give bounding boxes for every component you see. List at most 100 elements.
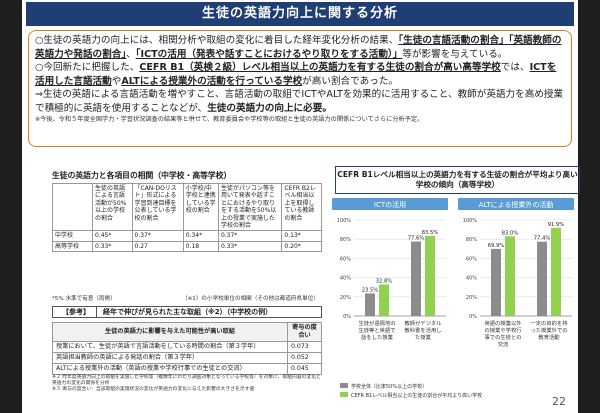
category-label: 交流 [498,340,509,348]
highlight: 「生徒の言語活動の割合」 [398,35,509,46]
highlight: ALTによる授業外の活動を行っている学校 [121,75,303,87]
y-tick-label: 40% [340,276,351,282]
table-cell: 0.45* [92,230,133,242]
table-header-row: 生徒の英語による言語活動が50%以上の学校の割合 「CAN-DOリスト」形式によ… [52,182,322,232]
table-cell: 0.34* [182,230,219,242]
table-header-row: 生徒の英語力に影響を与えた可能性が高い取組 寄与の度合い [52,322,322,342]
category-label: った授業外での [530,326,567,334]
table-cell: 0.20* [281,240,322,253]
chart-title: ICTの活用 [374,200,406,209]
table-cell: 0.33* [92,240,133,253]
chart-legend: 学校全体（比率50%以上の学校） CEFR B1レベル相当以上の生徒の割合が平均… [340,383,482,399]
table-header [52,182,93,232]
bar [537,241,547,316]
text: 等が影響を与えている。 [402,48,508,60]
text: や [111,75,122,87]
chart-title: ALTによる授業外の活動 [479,200,554,209]
table-header: 生徒の英語力に影響を与えた可能性が高い取組 [52,322,288,342]
category-label: 一定の目的を持 [530,319,568,327]
summary-box: ○生徒の英語力の向上には、相関分析や取組の変化に着目した経年変化分析の結果、「生… [28,30,572,147]
highlight: 「英語教師の英語力や発話の割合」 [35,35,562,60]
table-cell: 0.045 [287,363,322,375]
summary-para-2: ○今回新たに把握した、CEFR B1（英検２級）レベル相当以上の英語力を有する生… [35,61,565,88]
table-cell: 0.27 [131,240,184,253]
y-tick-label: 60% [340,256,351,262]
table-header: 生徒の英語による言語活動が50%以上の学校の割合 [92,182,133,232]
chart-alt: ALTによる授業外の活動 0% 20% 40% 60% 80% 100% 69.9% 83.0%… [458,198,574,348]
legend-swatch-grey [340,383,348,388]
summary-para-1: ○生徒の英語力の向上には、相関分析や取組の変化に着目した経年変化分析の結果、「生… [35,35,562,60]
data-label: 69.9% [488,243,505,249]
data-label: 83.5% [422,230,439,236]
text: ○今回新たに把握した、 [35,62,140,74]
bar [379,284,389,316]
row-label: 高等学校 [52,240,93,253]
category-label: 教育活動 [538,333,559,341]
y-tick-label: 0% [469,314,477,320]
table-header: 小学校/中学校と連携している学校の割合 [182,182,219,232]
legend-label: CEFR B1レベル相当以上の生徒の割合が平均より高い学校 [351,392,482,399]
table-cell: 授業において、生徒が英語で言語活動をしている時間の割合（第３学年） [52,341,288,353]
chart-title-band [332,198,448,210]
table-cell: ALTによる授業外の活動（英語の授業や学校行事での生徒との交流） [52,363,288,375]
highlight: 生徒の英語力の向上に必要。 [207,102,332,114]
category-label: 生徒が遠隔地の [358,319,395,327]
chart-title-band [458,198,574,210]
row-label: 中学校 [52,230,93,242]
table-cell: 0.13* [281,230,322,242]
table-cell: 0.37* [131,230,184,242]
data-label: 23.5% [362,287,379,293]
significance-note: *5% 水準で有意（両側） [52,296,116,302]
legend-swatch-green [340,392,348,397]
table-header: 生徒がパソコン等を用いて発表や話すことにおけるやり取りをする活動を50%以上の授… [217,182,283,232]
bar [411,241,421,316]
text: ⇒生徒の英語による言語活動を増やすこと、言語活動の取組でICTやALTを効果的に… [35,89,564,114]
y-tick-label: 60% [466,256,477,262]
table-cell: 0.052 [287,352,322,364]
reference-title: 経年で伸びが見られた主な取組（※2）（中学校の例） [103,308,273,316]
legend-label: 学校全体（比率50%以上の学校） [351,383,427,390]
right-panel-header: CEFR B1レベル相当以上の英語力を有する生徒の割合が平均より高い学校の傾向（… [335,166,580,194]
bar [425,235,435,316]
reference-tag: 【参考】 [56,307,97,317]
table-row: 中学校 0.45* 0.37* 0.34* 0.37* 0.13* [52,230,322,242]
chart-ict: ICTの活用 0% 20% 40% 60% 80% 100% 23.5% 32.8% 生徒が遠隔地… [332,198,448,341]
text: が高い割合であった。 [302,75,399,87]
category-label: 英語の授業以外 [484,319,522,327]
highlight: 「ICTの活用（発表や話すことにおけるやり取りをする活動）」 [135,48,403,60]
table-header: 「CAN-DOリスト」形式による学習到達目標を公表している学校の割合 [131,182,184,232]
table-row: 授業において、生徒が英語で言語活動をしている時間の割合（第３学年） 0.073 [52,341,322,353]
table-header: CEFR B2レベル相当以上を取得している教師の割合 [281,182,322,232]
footnotes: ※２ 昨年度英語力向上の取組を実施した学校等（複数年にわたり調査対象となっている… [52,375,322,392]
y-tick-label: 80% [340,237,351,243]
y-tick-label: 40% [466,276,477,282]
category-label: 生徒等と英語で [358,326,395,334]
y-tick-label: 0% [343,314,351,320]
y-tick-label: 100% [337,218,352,224]
table-row: 英語担当教師の英語による発話の割合（第３学年） 0.052 [52,352,322,364]
data-label: 83.0% [502,230,519,236]
bar [505,236,515,316]
reference-box: 【参考】 経年で伸びが見られた主な取組（※2）（中学校の例） [52,306,322,318]
bar [491,248,501,316]
category-label: の授業や学校行 [484,326,522,334]
correlation-unit-note: （※1）の小学校単位の相関（その他は都道府県単位） [182,296,319,302]
table-cell: 0.33* [217,240,283,253]
y-tick-label: 100% [463,218,478,224]
footnote: ※２ 昨年度英語力向上の取組を実施した学校等（複数年にわたり調査対象となっている… [52,375,321,386]
text: ○生徒の英語力の向上には、相関分析や取組の変化に着目した経年変化分析の結果、 [35,35,399,46]
table-cell: 0.37* [217,230,283,242]
category-label: 話をした授業 [361,333,393,341]
y-tick-label: 80% [466,237,477,243]
slide-title: 生徒の英語力向上に関する分析 [26,2,574,26]
table-header: 寄与の度合い [287,322,322,342]
factor-table: 生徒の英語力に影響を与えた可能性が高い取組 寄与の度合い 授業において、生徒が英… [52,322,322,375]
left-panel-title: 生徒の英語力と各項目の相関（中学校・高等学校） [52,170,322,184]
category-label: た授業 [415,333,432,341]
data-label: 32.8% [376,279,393,285]
category-label: 教師がデジタル [405,319,443,327]
footnote: ※３ 寄与の度合い：当該取組の実施状況の変化が英語力の変化に与えた影響の大きさを… [52,386,255,392]
bar [551,227,561,316]
table-cell: 0.18 [182,240,219,253]
page-number: 22 [552,395,566,408]
